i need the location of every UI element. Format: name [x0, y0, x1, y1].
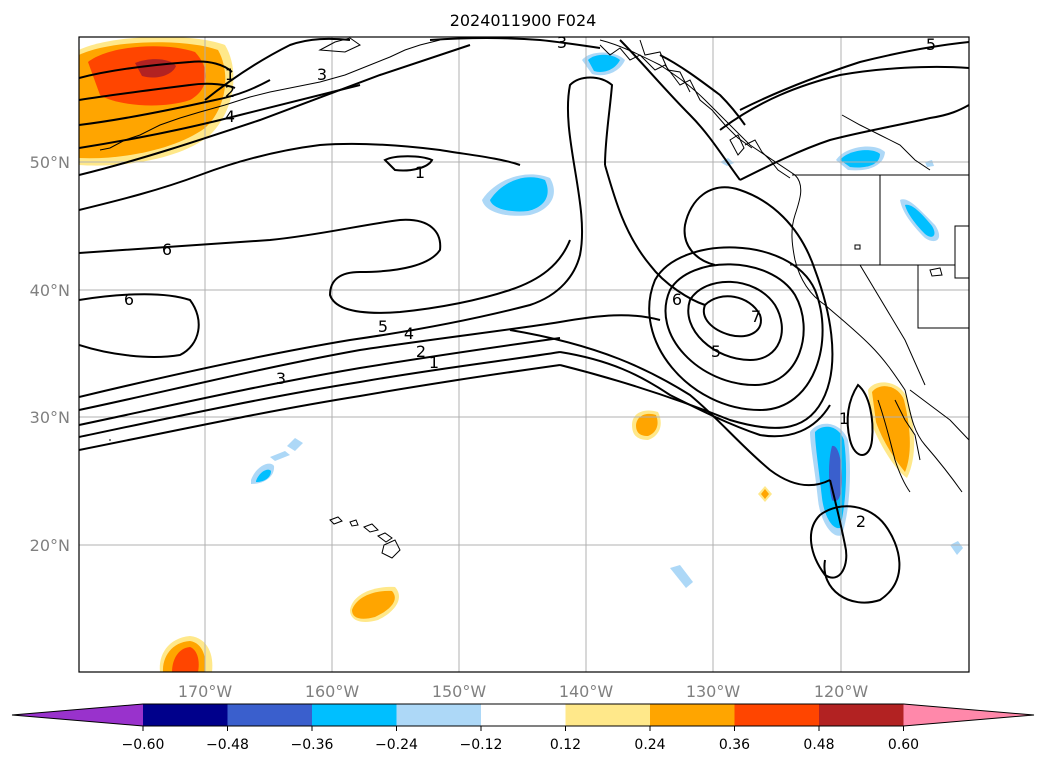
lat-label: 40°N — [30, 281, 70, 300]
colorbar-tick-label: 0.60 — [888, 737, 919, 753]
lon-label: 170°W — [178, 682, 233, 701]
contour-label: 5 — [926, 35, 936, 54]
map-title: 2024011900 F024 — [450, 11, 597, 30]
contour-label: 1 — [225, 65, 235, 84]
colorbar-segment — [396, 704, 482, 726]
contour-label: 4 — [404, 324, 414, 343]
colorbar-tick-label: −0.48 — [206, 737, 249, 753]
colorbar-segment — [481, 704, 566, 726]
lat-labels: 50°N 40°N 30°N 20°N — [30, 153, 70, 555]
contour-label: 1 — [839, 409, 849, 428]
lon-label: 150°W — [432, 682, 487, 701]
colorbar-segment — [819, 704, 904, 726]
contour-label: 6 — [672, 290, 682, 309]
colorbar-extend-high — [903, 704, 1034, 726]
lat-label: 30°N — [30, 408, 70, 427]
lon-label: 130°W — [686, 682, 741, 701]
contour-label: 3 — [317, 65, 327, 84]
colorbar-tick-label: 0.48 — [803, 737, 834, 753]
colorbar-tick-label: 0.36 — [719, 737, 750, 753]
colorbar-tick-label: −0.24 — [375, 737, 418, 753]
colorbar-tick-label: −0.36 — [291, 737, 334, 753]
plot-frame — [78, 36, 970, 673]
contour-label: 7 — [751, 307, 761, 326]
contour-label: 3 — [557, 33, 567, 52]
contour-labels: 3 5 1 2 4 3 1 6 6 5 4 2 1 3 6 7 5 1 2 — [124, 33, 936, 531]
coastlines — [99, 37, 969, 559]
colorbar-tick-label: 0.12 — [550, 737, 581, 753]
lon-label: 140°W — [559, 682, 614, 701]
contour-label: 5 — [378, 317, 388, 336]
colorbar-segment — [227, 704, 313, 726]
contour-label: 2 — [856, 512, 866, 531]
colorbar-segment — [650, 704, 735, 726]
colorbar-segment — [734, 704, 820, 726]
contour-label: 1 — [429, 353, 439, 372]
contour-label: 2 — [416, 342, 426, 361]
lon-label: 160°W — [305, 682, 360, 701]
colorbar: −0.60 −0.48 −0.36 −0.24 −0.12 0.12 0.24 0.36 0.4… — [11, 703, 1035, 753]
colorbar-tick-label: −0.60 — [122, 737, 165, 753]
contour-label: 2 — [225, 82, 235, 101]
lat-label: 50°N — [30, 153, 70, 172]
contour-label: 1 — [415, 163, 425, 182]
lon-labels: 170°W 160°W 150°W 140°W 130°W 120°W — [178, 682, 869, 701]
colorbar-tick-label: 0.24 — [634, 737, 665, 753]
contours — [79, 37, 969, 604]
contour-label: 4 — [225, 107, 235, 126]
contour-label: 3 — [276, 369, 286, 388]
colorbar-extend-low — [12, 704, 143, 726]
colorbar-tick-label: −0.12 — [460, 737, 503, 753]
contour-label: 6 — [124, 290, 134, 309]
lon-label: 120°W — [814, 682, 869, 701]
colorbar-segment — [312, 704, 397, 726]
colorbar-segment — [565, 704, 651, 726]
lat-label: 20°N — [30, 536, 70, 555]
contour-label: 6 — [162, 240, 172, 259]
contour-label: 5 — [711, 342, 721, 361]
colorbar-segment — [143, 704, 228, 726]
